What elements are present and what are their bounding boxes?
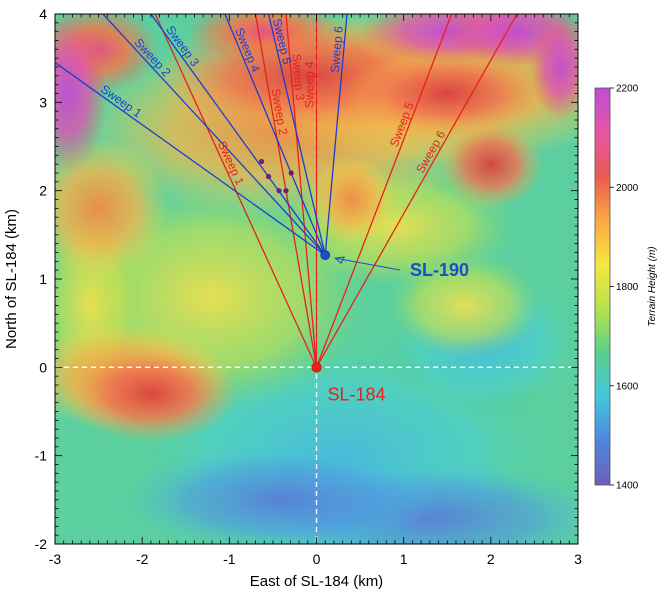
sl184-sweep-line-1 (154, 13, 318, 368)
colorbar-label: Terrain Height (m) (647, 246, 658, 326)
sl190-sweep-line-1 (54, 62, 326, 256)
terrain-patch (342, 49, 552, 138)
sl184-sweep-line-6 (315, 13, 518, 368)
colorbar-tick-label: 1800 (616, 282, 639, 293)
x-tick-label: 3 (574, 551, 582, 567)
sl184-sweep-line-5 (315, 13, 453, 368)
terrain-patch (307, 155, 395, 244)
terrain-patch (438, 120, 544, 209)
point-markers (258, 158, 294, 194)
x-tick-label: -2 (136, 551, 149, 567)
colorbar: 1400 1600 1800 2000 2200 Terrain Height (m) (594, 84, 658, 492)
x-tick-label: -3 (49, 551, 62, 567)
y-tick-label: 3 (39, 94, 47, 110)
terrain-patch (530, 14, 578, 120)
colorbar-gradient (594, 87, 611, 486)
terrain-shading (55, 14, 578, 544)
sl184-sweep-line-3 (285, 13, 318, 368)
sl190-arrowhead (333, 256, 346, 264)
terrain-patch (386, 252, 544, 359)
terrain-patch (63, 345, 239, 443)
sl190-sweep-line-2 (102, 13, 326, 256)
sl190-marker (320, 250, 331, 261)
colorbar-tick-label: 1400 (616, 481, 639, 492)
x-tick-label: 2 (487, 551, 495, 567)
sl184-marker (311, 362, 322, 373)
point-marker (258, 158, 265, 165)
y-tick-label: -1 (35, 448, 48, 464)
colorbar-tick-label: 2200 (616, 84, 639, 95)
terrain-patch (185, 14, 343, 63)
sl190-sweep-line-6 (324, 13, 348, 256)
x-tick-label: -1 (223, 551, 236, 567)
point-marker (276, 188, 282, 194)
point-marker (288, 170, 294, 176)
y-tick-label: 4 (39, 6, 47, 22)
sl184-sweep-lines (154, 13, 518, 368)
terrain-patch (124, 446, 439, 544)
x-tick-label: 1 (400, 551, 408, 567)
point-marker (283, 188, 289, 194)
y-tick-label: 1 (39, 271, 47, 287)
sl184-sweep-label-3: Sweep 3 (289, 53, 307, 101)
sl190-sweep-lines (54, 13, 348, 256)
x-tick-label: 0 (313, 551, 321, 567)
sl190-label: SL-190 (410, 260, 469, 280)
sl190-sweep-line-5 (267, 13, 326, 256)
sl190-sweep-line-4 (224, 13, 326, 256)
site-markers: SL-184 SL-190 (311, 250, 469, 404)
x-axis-label: East of SL-184 (km) (250, 573, 383, 590)
y-tick-label: -2 (35, 536, 48, 552)
terrain-patch (55, 14, 108, 173)
colorbar-tick-label: 1600 (616, 381, 639, 392)
y-tick-label: 0 (39, 359, 47, 375)
sl184-label: SL-184 (328, 384, 386, 404)
colorbar-tick-label: 2000 (616, 183, 639, 194)
colorbar-ticks: 1400 1600 1800 2000 2200 (610, 84, 639, 492)
sl190-sweep-label-6: Sweep 6 (328, 25, 346, 73)
point-marker (265, 173, 272, 180)
y-axis-label: North of SL-184 (km) (3, 209, 20, 349)
plot-area (55, 14, 578, 544)
sl184-sweep-label-4: Sweep 4 (303, 61, 317, 108)
sl190-pointer-arrow (335, 257, 401, 271)
sl190-sweep-line-3 (150, 13, 326, 256)
y-tick-label: 2 (39, 183, 47, 199)
